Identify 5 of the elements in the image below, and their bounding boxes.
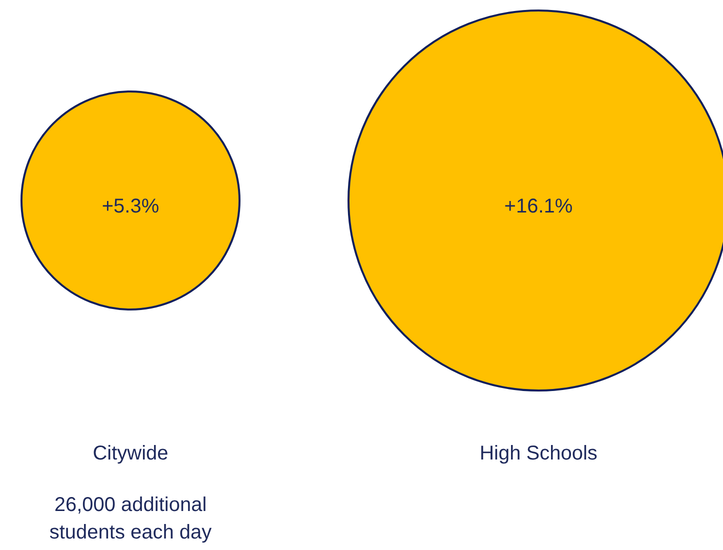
data-label: +16.1% xyxy=(504,196,573,218)
category-label: High Schools xyxy=(480,442,598,464)
text: 26,000 additional students each day xyxy=(49,494,212,544)
category-label: Citywide xyxy=(92,442,168,464)
data-label: +5.3% xyxy=(102,196,160,218)
